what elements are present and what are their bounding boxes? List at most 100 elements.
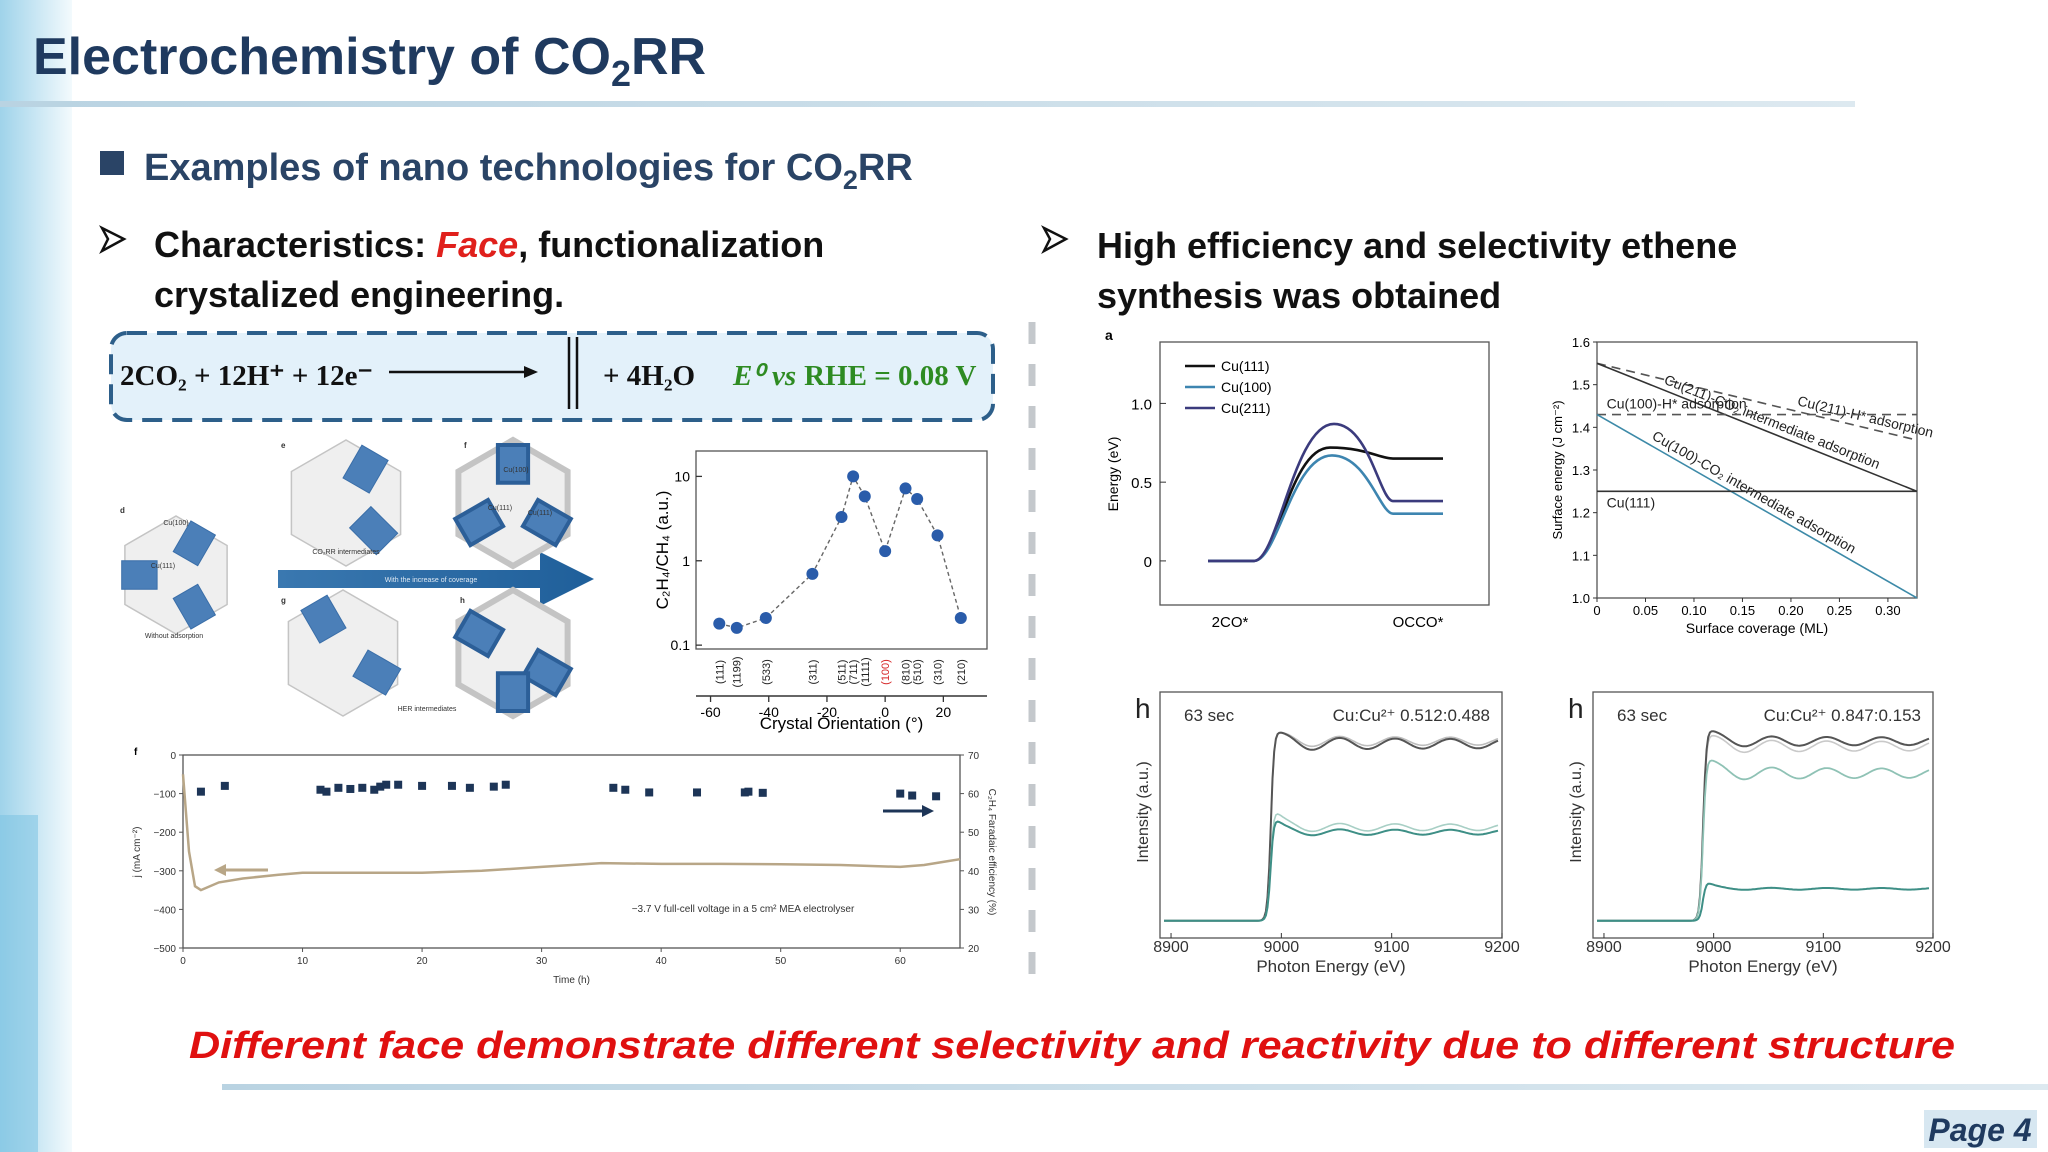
- left-point: Characteristics: Face, functionalization: [154, 224, 824, 265]
- x-tick-label: 20: [417, 956, 429, 967]
- crystal-face: [342, 444, 389, 494]
- efficiency-point: [382, 780, 391, 789]
- efficiency-point: [621, 785, 630, 794]
- data-point: [835, 511, 848, 524]
- legend-label: Cu(111): [1221, 358, 1270, 374]
- efficiency-point: [609, 783, 618, 792]
- y-axis-label: Energy (eV): [1105, 437, 1121, 512]
- y-tick-label: 1.4: [1572, 420, 1590, 435]
- legend-label: Cu(211): [1221, 400, 1271, 416]
- caption: CO₂RR intermediates: [312, 549, 380, 556]
- x-tick-label: 8900: [1586, 939, 1622, 956]
- y-tick-label: 0: [170, 751, 176, 762]
- panel-letter: f: [134, 747, 138, 758]
- crystal-face: [172, 520, 217, 567]
- caption: HER intermediates: [398, 706, 457, 713]
- x-tick-label: 20: [936, 704, 952, 720]
- efficiency-point: [693, 788, 702, 797]
- spectrum: [1164, 820, 1499, 922]
- efficiency-point: [418, 781, 427, 790]
- y2-tick-label: 50: [968, 828, 980, 839]
- facet-label: (810): [901, 659, 913, 685]
- x-tick-label: -40: [759, 704, 779, 720]
- x-tick-label: 30: [536, 956, 548, 967]
- facet-label: (510): [912, 659, 924, 685]
- data-point: [931, 529, 944, 542]
- slide-title: Electrochemistry of CO2RR: [33, 28, 706, 94]
- current-line: [181, 774, 961, 892]
- crystal-face: [452, 497, 506, 548]
- section-heading-part: RR: [858, 147, 913, 189]
- x-category-label: 2CO*: [1212, 614, 1249, 631]
- efficiency-point: [908, 791, 917, 800]
- y2-tick-label: 30: [968, 905, 980, 916]
- y-tick-label: 1.0: [1131, 396, 1152, 413]
- crystal-face: [495, 443, 531, 485]
- surface-line: [1596, 413, 1918, 599]
- plot-frame: [1159, 341, 1490, 606]
- x-tick-label: 60: [895, 956, 907, 967]
- data-point: [806, 567, 819, 580]
- efficiency-point: [358, 783, 367, 792]
- y-axis-label: Surface energy (J cm⁻²): [1550, 400, 1565, 539]
- x-tick-label: 0: [1593, 603, 1600, 618]
- energy-profile: [1208, 446, 1443, 563]
- y-axis-label: Intensity (a.u.): [1568, 761, 1585, 862]
- efficiency-point: [465, 783, 474, 792]
- equation-potential: E⁰ vs RHE = 0.08 V: [732, 360, 976, 392]
- y-tick-label: −300: [153, 867, 176, 878]
- y2-tick-label: 60: [968, 790, 980, 801]
- facet-label: (711): [848, 660, 860, 685]
- data-point: [759, 611, 772, 624]
- time-label: 63 sec: [1184, 706, 1235, 725]
- plot-frame: [695, 450, 988, 650]
- x-category-label: OCCO*: [1393, 614, 1444, 631]
- spectrum: [1597, 759, 1930, 922]
- energy-profile: [1208, 454, 1443, 563]
- annotation: −3.7 V full-cell voltage in a 5 cm² MEA …: [632, 904, 855, 915]
- surface-line: [1596, 362, 1918, 441]
- x-tick-label: 0.10: [1681, 603, 1706, 618]
- conclusion: Different face demonstrate different sel…: [189, 1025, 1955, 1067]
- facet-label: Cu(111): [151, 563, 175, 570]
- efficiency-point: [645, 788, 654, 797]
- left-point-part: Face: [436, 224, 518, 265]
- y-tick-label: 1: [682, 553, 690, 569]
- efficiency-point: [744, 787, 753, 796]
- bottom-rule: [222, 1084, 2048, 1090]
- spectrum: [1597, 730, 1930, 922]
- page-number: Page 4: [1928, 1112, 2031, 1148]
- spectrum: [1597, 882, 1930, 922]
- facet-label: (210): [956, 659, 968, 685]
- panel-letter: f: [464, 441, 467, 450]
- panel-letter: h: [460, 596, 465, 605]
- equation-reactants: 2CO₂ + 12H⁺ + 12e⁻: [120, 360, 373, 392]
- y-tick-label: −100: [153, 790, 176, 801]
- arrow-bullet: [1040, 225, 1069, 255]
- left-point-part: , functionalization: [518, 224, 824, 265]
- y-tick-label: −200: [153, 828, 176, 839]
- x-tick-label: -60: [700, 704, 720, 720]
- x-tick-label: 8900: [1153, 939, 1189, 956]
- y-tick-label: 1.0: [1572, 591, 1590, 606]
- crystal-face: [121, 560, 158, 590]
- x-tick-label: 10: [297, 956, 309, 967]
- y2-tick-label: 20: [968, 944, 980, 955]
- x-axis-label: Surface coverage (ML): [1686, 620, 1828, 636]
- facet-label: (533): [761, 659, 773, 685]
- x-tick-label: -20: [817, 704, 837, 720]
- slide-title-part: 2: [611, 53, 631, 94]
- data-point: [730, 621, 743, 634]
- facet-label: Cu(100): [163, 520, 188, 527]
- y-axis-label: C₂H₄/CH₄ (a.u.): [653, 491, 672, 610]
- slide-title-part: Electrochemistry of CO: [33, 28, 611, 86]
- data-point: [879, 545, 892, 558]
- y-tick-label: 1.6: [1572, 335, 1590, 350]
- equation-products: + 4H₂O: [603, 360, 695, 392]
- crystal-face: [172, 583, 217, 630]
- section-heading-part: 2: [843, 165, 858, 195]
- facet-label: (111): [714, 660, 726, 684]
- ratio-label: Cu:Cu²⁺ 0.847:0.153: [1764, 706, 1921, 725]
- time-label: 63 sec: [1617, 706, 1668, 725]
- equation-potential-part: E⁰: [732, 360, 768, 392]
